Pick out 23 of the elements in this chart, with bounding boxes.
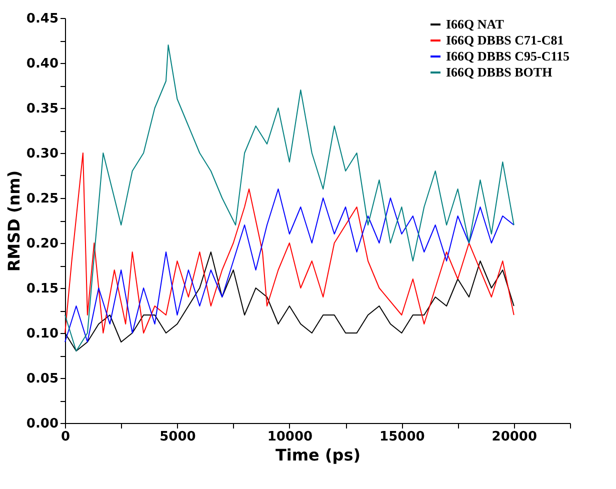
- x-tick-label: 15000: [380, 430, 425, 444]
- y-tick-label: 0.35: [26, 102, 58, 116]
- y-tick-label: 0.10: [26, 326, 58, 342]
- x-tick-label: 20000: [492, 430, 538, 444]
- x-tick-label: 10000: [267, 430, 313, 444]
- line-series: [64, 152, 514, 334]
- x-axis-title: Time (ps): [275, 446, 361, 464]
- x-tick-label: 0: [60, 430, 70, 444]
- y-tick-label: 0.45: [26, 12, 58, 26]
- legend-label: I66Q NAT: [446, 16, 504, 32]
- x-tick-label: 5000: [160, 430, 196, 444]
- y-tick-label: 0.40: [26, 56, 58, 72]
- y-tick-label: 0.00: [26, 416, 58, 432]
- y-tick-label: 0.05: [26, 372, 58, 386]
- legend-label: I66Q DBBS C71-C81: [446, 32, 564, 48]
- y-axis-title: RMSD (nm): [4, 170, 24, 272]
- y-tick-label: 0.15: [26, 282, 58, 296]
- y-tick-label: 0.30: [26, 146, 58, 162]
- y-tick-label: 0.20: [26, 236, 58, 252]
- line-series: [64, 188, 514, 342]
- legend-label: I66Q DBBS C95-C115: [446, 48, 570, 64]
- y-tick-label: 0.25: [26, 192, 58, 206]
- legend-label: I66Q DBBS BOTH: [446, 64, 552, 80]
